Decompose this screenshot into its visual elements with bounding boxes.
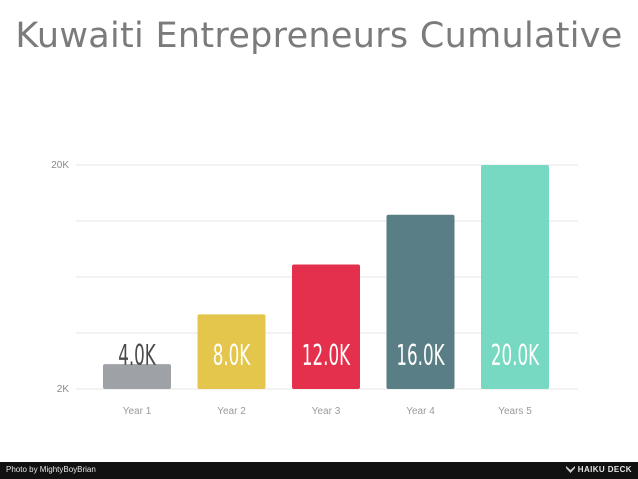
chart-title: Kuwaiti Entrepreneurs Cumulative	[15, 16, 623, 56]
bar	[292, 264, 360, 389]
y-tick-label: 2K	[57, 384, 70, 395]
haiku-deck-icon	[565, 466, 575, 473]
data-label: 20.0K	[491, 339, 540, 372]
x-tick-label: Year 4	[406, 406, 435, 417]
data-label: 8.0K	[213, 339, 251, 372]
y-tick-labels: 2K 20K	[51, 160, 69, 395]
x-tick-label: Years 5	[498, 406, 532, 417]
bars	[103, 165, 549, 389]
y-tick-label: 20K	[51, 160, 69, 171]
bar	[481, 165, 549, 389]
x-tick-label: Year 1	[123, 406, 152, 417]
data-label: 4.0K	[118, 339, 156, 372]
data-label: 12.0K	[302, 339, 351, 372]
data-labels: 4.0K 8.0K 12.0K 16.0K 20.0K	[118, 339, 539, 372]
bar	[197, 314, 266, 389]
x-tick-labels: Year 1 Year 2 Year 3 Year 4 Years 5	[123, 406, 532, 417]
bar	[103, 364, 171, 389]
photo-credit: Photo by MightyBoyBrian	[6, 465, 96, 474]
brand-name: HAIKU DECK	[577, 465, 632, 474]
brand-logo: HAIKU DECK	[565, 465, 632, 474]
footer-bar: Photo by MightyBoyBrian HAIKU DECK	[0, 462, 638, 479]
x-tick-label: Year 3	[312, 406, 341, 417]
data-label: 16.0K	[396, 339, 445, 372]
x-tick-label: Year 2	[217, 406, 246, 417]
bar	[386, 214, 455, 389]
